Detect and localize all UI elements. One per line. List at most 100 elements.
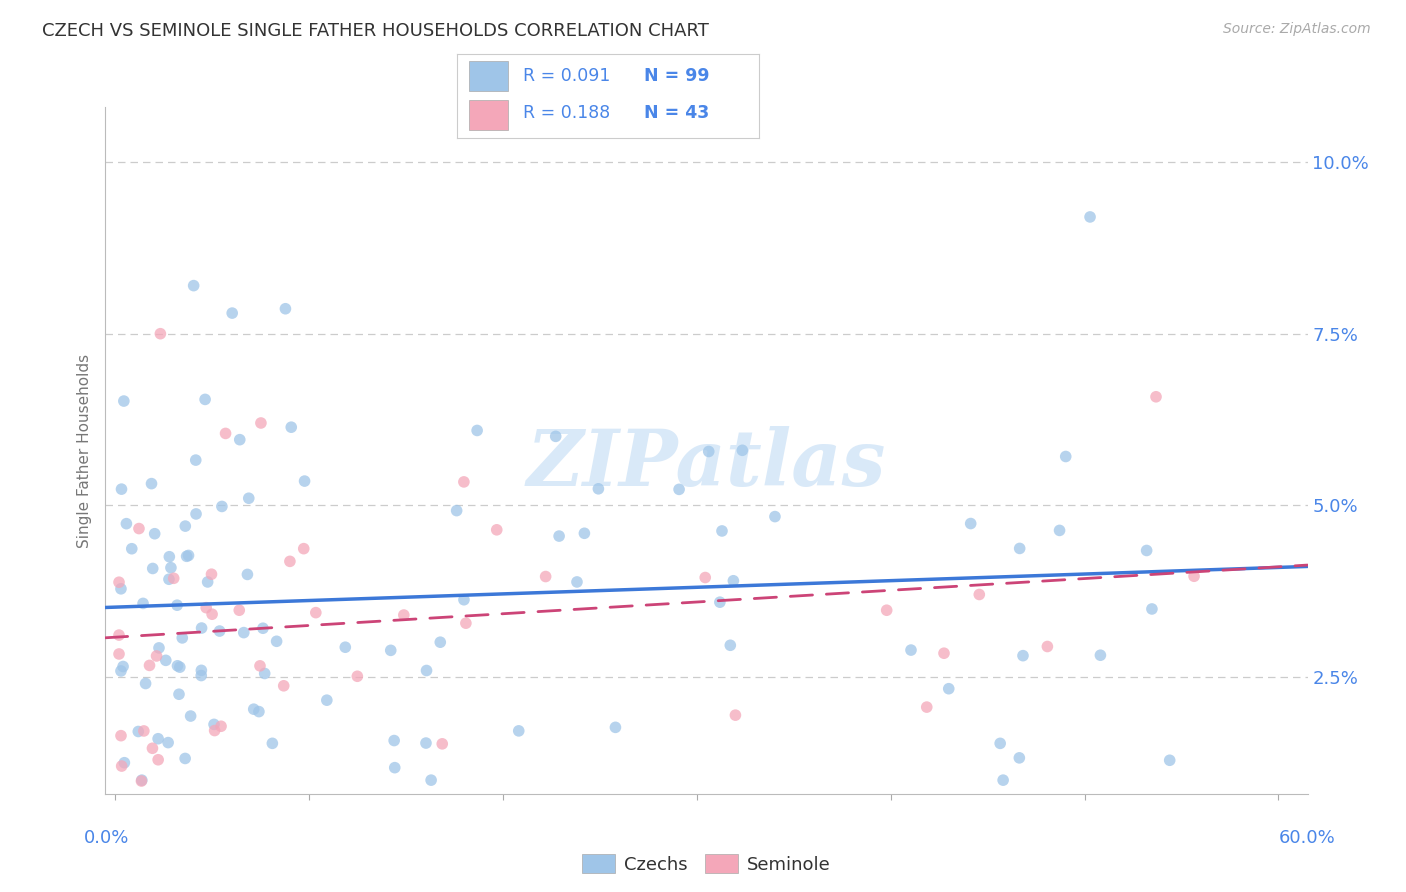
- Point: [166, 658, 188, 673]
- Point: [111, 759, 134, 773]
- Point: [146, 731, 169, 746]
- Point: [200, 567, 222, 582]
- Point: [163, 571, 186, 585]
- Legend: Czechs, Seminole: Czechs, Seminole: [575, 847, 838, 881]
- Point: [176, 549, 198, 564]
- Point: [108, 647, 131, 661]
- Point: [180, 709, 202, 723]
- Point: [169, 660, 191, 674]
- Text: 60.0%: 60.0%: [1279, 829, 1336, 847]
- Point: [668, 483, 690, 497]
- Point: [232, 625, 254, 640]
- Point: [711, 524, 734, 538]
- Point: [446, 503, 468, 517]
- Point: [214, 426, 236, 441]
- Point: [415, 736, 437, 750]
- Point: [127, 724, 149, 739]
- Point: [112, 394, 135, 409]
- Point: [157, 736, 180, 750]
- Point: [208, 624, 231, 638]
- Point: [141, 476, 163, 491]
- Point: [112, 756, 135, 770]
- Point: [202, 717, 225, 731]
- Point: [211, 500, 233, 514]
- Point: [508, 723, 530, 738]
- Point: [138, 658, 160, 673]
- Point: [236, 567, 259, 582]
- Point: [128, 522, 150, 536]
- Point: [1140, 602, 1163, 616]
- Point: [724, 708, 747, 723]
- Point: [420, 773, 443, 788]
- Point: [110, 482, 132, 496]
- Point: [110, 664, 132, 678]
- Point: [262, 736, 284, 750]
- Point: [392, 607, 415, 622]
- Point: [204, 723, 226, 738]
- Point: [384, 761, 406, 775]
- Text: ZIPatlas: ZIPatlas: [527, 426, 886, 502]
- Point: [132, 596, 155, 610]
- Point: [177, 549, 200, 563]
- Point: [1182, 569, 1205, 583]
- Point: [1036, 640, 1059, 654]
- Point: [415, 664, 437, 678]
- Point: [242, 702, 264, 716]
- Point: [305, 606, 328, 620]
- Point: [132, 723, 155, 738]
- Point: [201, 607, 224, 622]
- Point: [145, 648, 167, 663]
- Point: [1008, 541, 1031, 556]
- Point: [380, 643, 402, 657]
- Point: [157, 572, 180, 586]
- Point: [959, 516, 981, 531]
- Point: [315, 693, 337, 707]
- Point: [166, 598, 188, 612]
- Point: [280, 420, 302, 434]
- Point: [1054, 450, 1077, 464]
- Point: [346, 669, 368, 683]
- Text: R = 0.188: R = 0.188: [523, 104, 610, 122]
- Point: [709, 595, 731, 609]
- Point: [190, 664, 212, 678]
- Point: [131, 774, 153, 789]
- Point: [1090, 648, 1112, 663]
- Point: [1159, 753, 1181, 767]
- Point: [485, 523, 508, 537]
- Point: [544, 429, 567, 443]
- Point: [184, 507, 207, 521]
- Point: [453, 592, 475, 607]
- Point: [273, 679, 295, 693]
- Point: [534, 569, 557, 583]
- Point: [1049, 524, 1071, 538]
- Point: [110, 729, 132, 743]
- Point: [250, 416, 273, 430]
- Point: [1012, 648, 1035, 663]
- Point: [1008, 751, 1031, 765]
- Point: [292, 541, 315, 556]
- Point: [453, 475, 475, 489]
- Point: [252, 621, 274, 635]
- Point: [221, 306, 243, 320]
- Point: [167, 687, 190, 701]
- Point: [915, 700, 938, 714]
- Point: [695, 570, 717, 584]
- Point: [1136, 543, 1159, 558]
- Point: [194, 392, 217, 407]
- Point: [108, 575, 131, 590]
- Point: [454, 616, 477, 631]
- Bar: [470, 62, 509, 91]
- Point: [697, 444, 720, 458]
- Point: [190, 621, 212, 635]
- Point: [718, 638, 741, 652]
- Point: [115, 516, 138, 531]
- Point: [605, 720, 627, 734]
- Point: [121, 541, 143, 556]
- Point: [172, 631, 194, 645]
- Point: [465, 424, 488, 438]
- Point: [135, 676, 157, 690]
- Point: [249, 658, 271, 673]
- Point: [174, 519, 197, 533]
- Point: [1078, 210, 1101, 224]
- Point: [548, 529, 571, 543]
